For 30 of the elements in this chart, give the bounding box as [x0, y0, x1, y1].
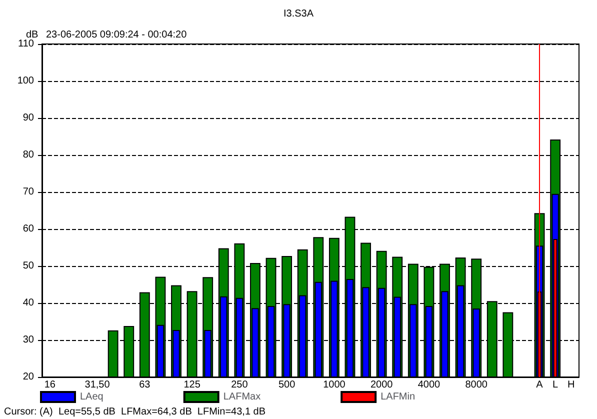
chart-subtitle: 23-06-2005 09:09:24 - 00:04:20 — [46, 30, 188, 40]
x-tick-label: 500 — [278, 380, 296, 390]
chart-title: I3.S3A — [283, 8, 314, 20]
x-tick-label: 4000 — [418, 380, 441, 390]
y-tick-label: 30 — [22, 334, 34, 346]
y-tick-label: 20 — [22, 372, 34, 382]
y-tick-label: 40 — [22, 298, 34, 308]
y-tick-label: 70 — [22, 186, 34, 198]
legend-label: LAFMax — [223, 392, 261, 402]
x-tick-label: 250 — [231, 380, 248, 390]
x-tick-label: A — [536, 380, 544, 390]
x-tick-label: 31,50 — [84, 380, 110, 390]
x-tick-label: 125 — [184, 380, 201, 390]
x-tick-label: L — [552, 380, 559, 390]
x-tick-label: 2000 — [370, 380, 394, 390]
x-tick-label: 63 — [139, 380, 151, 390]
x-tick-label: 16 — [44, 380, 56, 390]
y-tick-label: 110 — [18, 38, 34, 50]
x-tick-label: 1000 — [323, 380, 346, 390]
x-tick-label: 8000 — [465, 380, 488, 390]
legend-label: LAFMin — [380, 392, 416, 402]
x-tick-label: H — [567, 380, 575, 390]
y-tick-label: 80 — [22, 150, 34, 160]
y-tick-label: 60 — [22, 224, 34, 234]
y-axis-title: dB — [26, 30, 39, 40]
text: Cursor: (A) Leq=55,5 dB LFMax=64,3 dB LFMin=43,1 dB — [4, 406, 266, 418]
y-tick-label: 90 — [22, 112, 34, 124]
y-tick-label: 100 — [17, 76, 34, 86]
legend-label: LAeq — [80, 392, 104, 402]
y-tick-label: 50 — [22, 260, 34, 272]
